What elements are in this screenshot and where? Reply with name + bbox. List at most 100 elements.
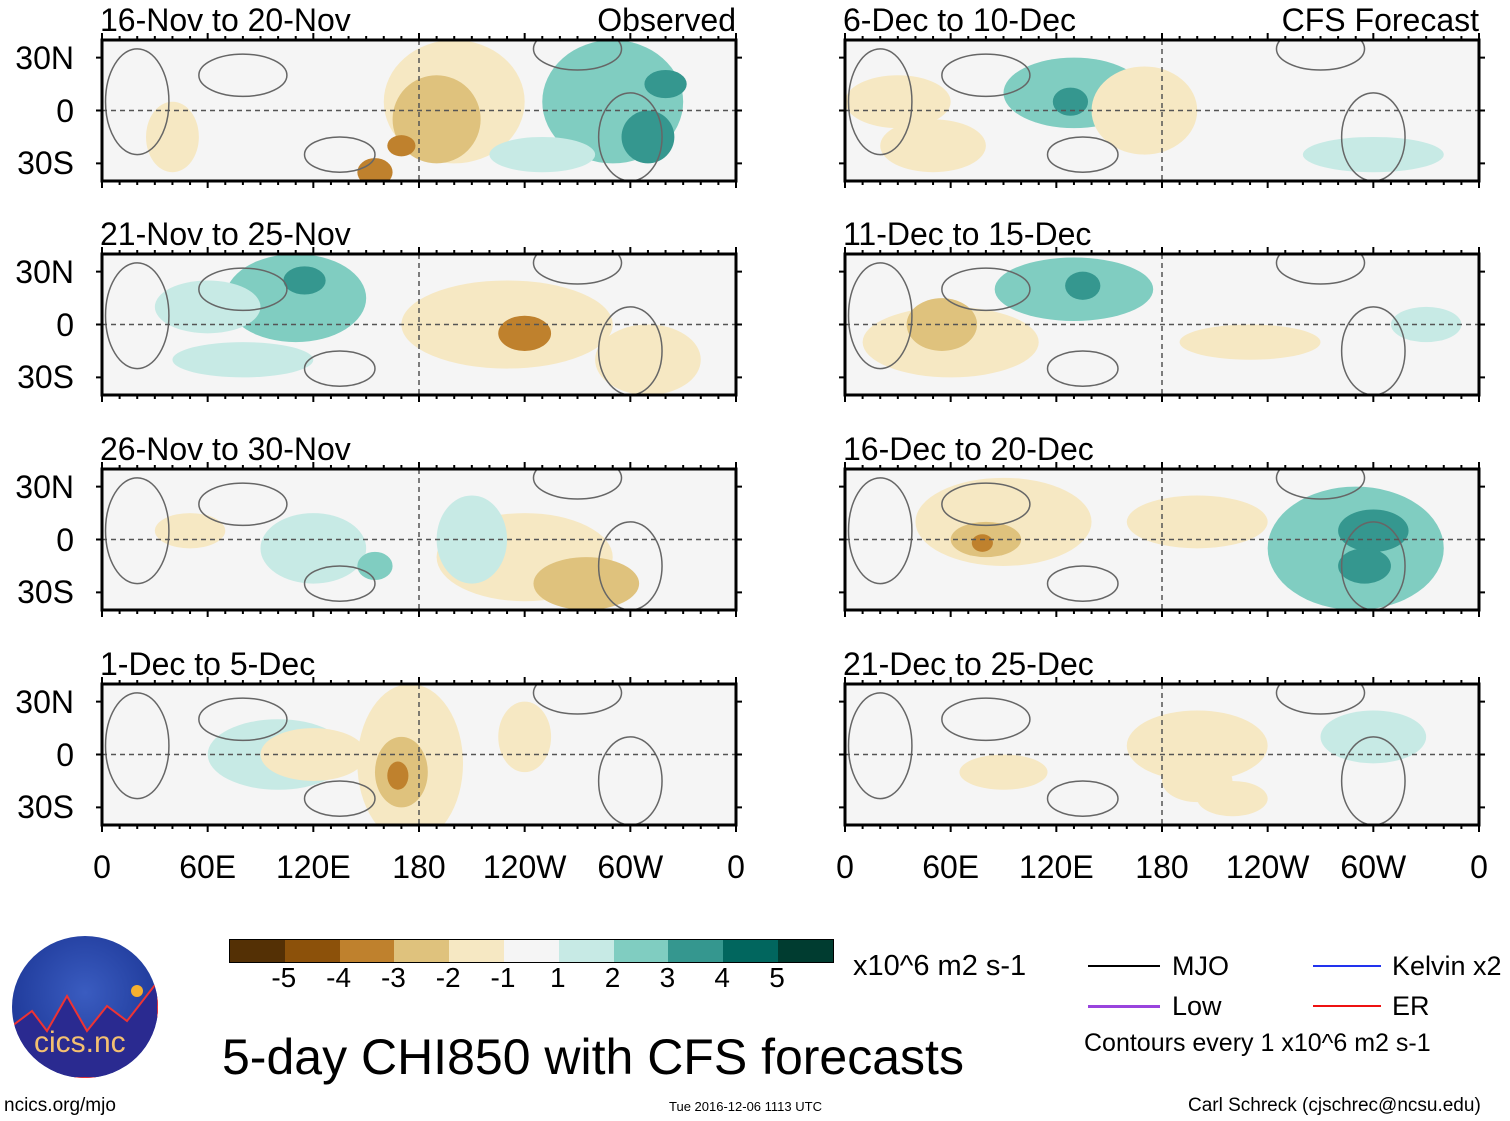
anomaly-region [845, 75, 951, 129]
continent-outline [597, 521, 663, 610]
panel-title: 6-Dec to 10-Dec [843, 2, 1076, 38]
colorbar-swatch [230, 940, 285, 962]
anomaly-region [225, 254, 367, 343]
continent-outline [532, 469, 623, 500]
colorbar-label: -1 [490, 962, 516, 993]
anomaly-shading [862, 257, 1462, 378]
panel-title: 1-Dec to 5-Dec [100, 646, 316, 682]
colorbar-label: -2 [435, 962, 461, 993]
anomaly-region [1302, 136, 1444, 173]
continent-outline [1340, 92, 1406, 181]
anomaly-shading [154, 495, 640, 610]
continent-outline [847, 692, 913, 800]
continent-outline [104, 48, 170, 156]
lon-label: 60E [922, 849, 980, 885]
continent-outline [1046, 350, 1119, 387]
footer-timestamp: Tue 2016-12-06 1113 UTC [669, 1099, 822, 1114]
panel-title: 16-Nov to 20-Nov [100, 2, 351, 38]
anomaly-region [1052, 87, 1089, 116]
footer-url[interactable]: ncics.org/mjo [4, 1095, 116, 1116]
colorbar-swatch [284, 940, 340, 962]
anomaly-region [154, 513, 226, 549]
colorbar-label: -4 [326, 962, 352, 993]
lon-label: 180 [392, 849, 446, 885]
anomaly-region [959, 754, 1048, 790]
continent-outline [104, 477, 170, 585]
lon-label: 0 [93, 849, 111, 885]
colorbar-label: 5 [769, 962, 785, 993]
legend-mjo-label: MJO [1172, 951, 1229, 981]
anomaly-region [1179, 324, 1321, 360]
continent-outline [198, 267, 288, 312]
lat-label: 0 [56, 92, 74, 129]
lat-label: 30N [15, 253, 74, 290]
panel-title: 21-Dec to 25-Dec [843, 646, 1094, 682]
colorbar-label: 4 [714, 962, 730, 993]
colorbar [229, 939, 834, 963]
colorbar-swatch [558, 940, 614, 962]
continent-outline [532, 684, 623, 715]
colorbar-swatch [503, 940, 559, 962]
footer-author: Carl Schreck (cjschrec@ncsu.edu) [1188, 1095, 1481, 1116]
continent-outline [1340, 521, 1406, 610]
anomaly-region [1390, 306, 1462, 343]
colorbar-swatch [613, 940, 669, 962]
lat-label: 30S [17, 359, 74, 396]
colorbar-label: -3 [380, 962, 406, 993]
legend-low-line [1088, 1005, 1160, 1008]
lat-label: 0 [56, 306, 74, 343]
anomaly-shading [154, 254, 701, 395]
anomaly-region [154, 280, 261, 334]
anomaly-region [387, 135, 416, 157]
anomaly-region [1338, 548, 1391, 584]
lat-label: 30N [15, 683, 74, 720]
contour-note: Contours every 1 x10^6 m2 s-1 [1084, 1029, 1431, 1057]
anomaly-region [880, 119, 986, 173]
continent-outline [1046, 565, 1119, 602]
anomaly-region [644, 69, 687, 99]
continent-outline [198, 482, 288, 527]
continent-outline [941, 53, 1031, 98]
continent-outline [847, 48, 913, 156]
continent-outline [1340, 306, 1406, 395]
colorbar-swatch [777, 940, 833, 962]
anomaly-region [498, 701, 552, 773]
colorbar-swatch [668, 940, 724, 962]
lon-label: 120W [482, 849, 567, 885]
lat-label: 30S [17, 145, 74, 182]
continent-outline [303, 350, 376, 387]
lat-label: 0 [56, 521, 74, 558]
anomaly-region [146, 101, 199, 173]
colorbar-swatch [449, 940, 504, 962]
lat-label: 30N [15, 39, 74, 76]
logo-text: cics.nc [34, 1026, 126, 1059]
lon-label: 60E [179, 849, 237, 885]
anomaly-region [1126, 710, 1268, 781]
continent-outline [847, 262, 913, 370]
legend-kelvin-label: Kelvin x2 [1392, 951, 1502, 981]
anomaly-region [387, 761, 409, 790]
legend-kelvin-line [1313, 965, 1381, 967]
panel-title: 21-Nov to 25-Nov [100, 216, 351, 252]
lon-label: 0 [1470, 849, 1488, 885]
continent-outline [104, 692, 170, 800]
continent-outline [303, 136, 376, 173]
legend-mjo-line [1088, 965, 1160, 967]
continent-outline [1340, 736, 1406, 825]
anomaly-region [1065, 271, 1101, 300]
continent-outline [1275, 684, 1366, 715]
lon-label: 60W [1340, 849, 1407, 885]
continent-outline [941, 482, 1031, 527]
lon-label: 0 [727, 849, 745, 885]
colorbar-label: 1 [550, 962, 566, 993]
lat-label: 30S [17, 789, 74, 826]
panel-tag: CFS Forecast [1281, 2, 1479, 38]
figure-title: 5-day CHI850 with CFS forecasts [222, 1029, 964, 1085]
lat-label: 0 [56, 736, 74, 773]
colorbar-swatch [394, 940, 450, 962]
anomaly-region [392, 75, 481, 164]
anomaly-region [283, 266, 326, 295]
colorbar-swatch [723, 940, 778, 962]
continent-outline [198, 697, 288, 742]
